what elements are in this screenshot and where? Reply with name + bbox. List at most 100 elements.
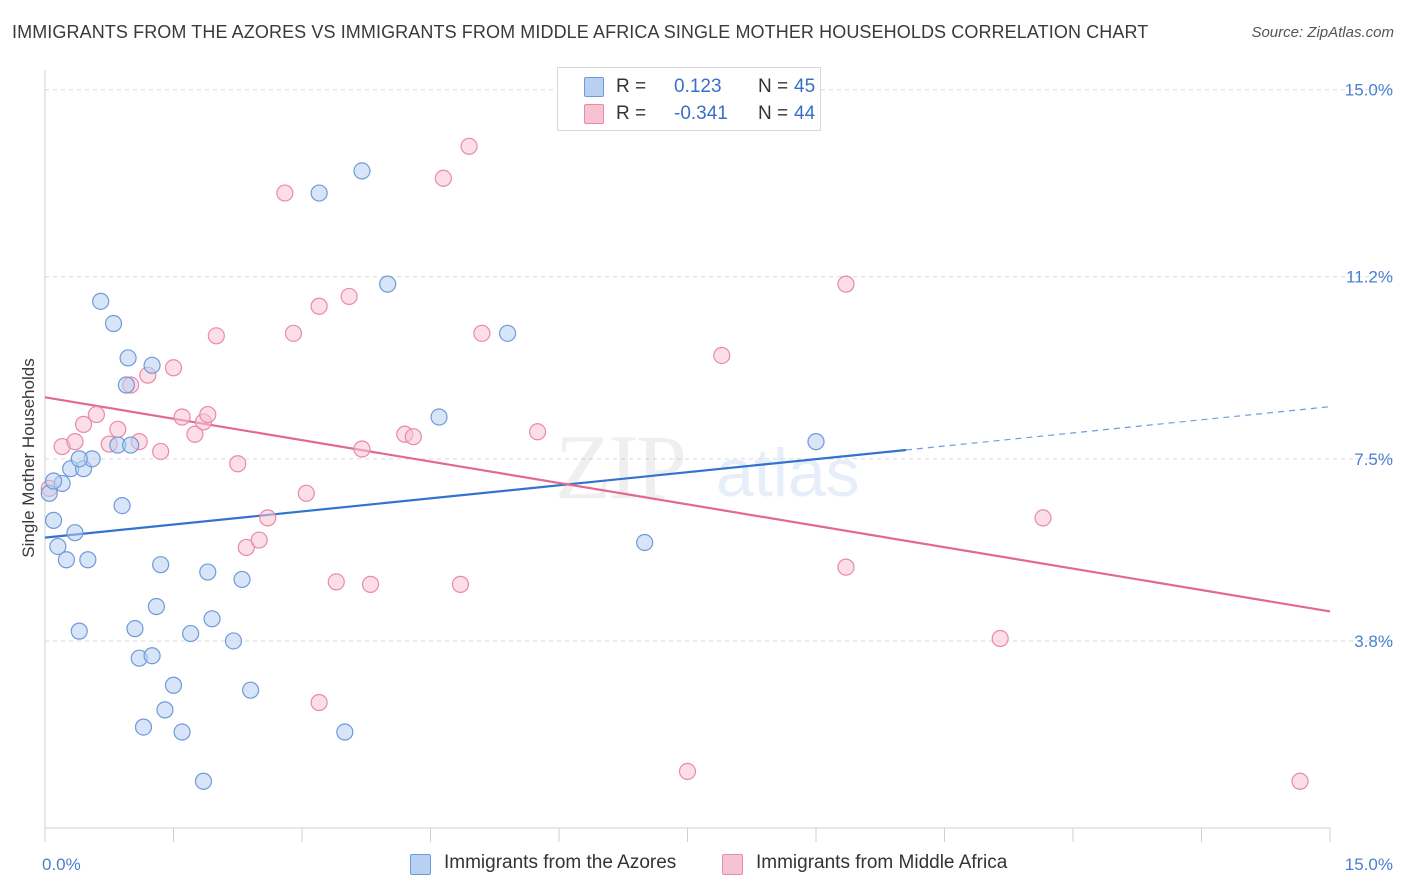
middle-africa-point (327, 573, 345, 591)
chart-source: Source: ZipAtlas.com (1251, 24, 1394, 41)
legend-swatch-blue (410, 854, 431, 875)
series-legend: Immigrants from the Azores Immigrants fr… (0, 852, 1406, 878)
middle-africa-trend-line (44, 396, 1331, 613)
y-tick-label: 3.8% (1354, 632, 1393, 651)
azores-point (44, 472, 63, 490)
middle-africa-point (340, 287, 358, 306)
r-label: R = (616, 103, 647, 124)
azores-point (117, 376, 135, 394)
r-value: -0.341 (674, 103, 728, 124)
middle-africa-point (528, 423, 547, 441)
middle-africa-point (259, 509, 277, 527)
azores-point (122, 436, 140, 454)
middle-africa-point (297, 484, 315, 502)
correlation-legend: R = 0.123 N = 45 R = -0.341 N = 44 (557, 67, 821, 131)
watermark: ZIP atlas (555, 416, 860, 518)
middle-africa-point (310, 297, 328, 315)
legend-swatch-blue (584, 77, 604, 97)
azores-point (66, 524, 84, 542)
azores-point (152, 556, 170, 574)
n-value: 44 (794, 103, 816, 124)
data-points (40, 137, 1309, 790)
azores-point (156, 701, 174, 719)
gridlines (45, 89, 1395, 642)
n-value: 45 (794, 76, 816, 97)
azores-trend-extension (905, 406, 1331, 451)
azores-point (173, 723, 191, 741)
azores-point (134, 718, 153, 736)
r-label: R = (616, 76, 647, 97)
azores-point (119, 349, 137, 367)
middle-africa-point (87, 405, 106, 424)
y-axis-label: Single Mother Households (19, 358, 38, 557)
r-value: 0.123 (674, 76, 722, 97)
n-label: N = (758, 103, 789, 124)
x-tick-label: 15.0% (1345, 855, 1393, 874)
azores-point (199, 563, 217, 581)
azores-point (194, 772, 213, 790)
middle-africa-point (678, 762, 697, 780)
middle-africa-point (186, 425, 204, 443)
middle-africa-point (451, 575, 470, 593)
watermark-zip: ZIP (555, 416, 684, 518)
legend-swatch-pink (584, 104, 604, 124)
azores-point (203, 610, 221, 628)
middle-africa-point (109, 420, 127, 438)
azores-point (379, 275, 397, 293)
n-label: N = (758, 76, 789, 97)
azores-point (49, 537, 67, 556)
azores-point (336, 723, 354, 741)
middle-africa-point (713, 346, 731, 365)
azores-point (430, 408, 448, 426)
azores-point (57, 551, 76, 569)
azores-point (79, 551, 97, 569)
legend-swatch-pink (722, 854, 743, 875)
middle-africa-point (460, 137, 478, 155)
middle-africa-point (284, 324, 303, 342)
middle-africa-point (1291, 772, 1309, 790)
y-tick-label: 15.0% (1345, 81, 1393, 100)
azores-point (499, 324, 517, 342)
azores-point (143, 647, 161, 665)
azores-point (164, 676, 183, 694)
azores-point (242, 681, 260, 699)
middle-africa-point (164, 359, 183, 377)
middle-africa-point (152, 442, 170, 461)
middle-africa-point (837, 558, 855, 576)
azores-point (113, 497, 131, 515)
azores-point (92, 292, 110, 310)
azores-point (126, 620, 144, 638)
y-tick-labels: 3.8% 7.5% 11.2% 15.0% (1345, 81, 1393, 651)
middle-africa-point (434, 169, 452, 187)
middle-africa-point (404, 428, 422, 446)
middle-africa-point (310, 693, 328, 712)
middle-africa-point (173, 408, 191, 426)
axes (44, 70, 1331, 842)
azores-point (310, 184, 328, 202)
middle-africa-point (276, 184, 294, 202)
legend-label: Immigrants from the Azores (444, 852, 677, 873)
chart-title: IMMIGRANTS FROM THE AZORES VS IMMIGRANTS… (12, 22, 1149, 42)
middle-africa-point (250, 531, 268, 549)
azores-point (143, 356, 161, 374)
middle-africa-point (1034, 509, 1052, 527)
y-tick-label: 11.2% (1346, 268, 1393, 287)
trend-lines (44, 396, 1331, 613)
azores-point (70, 622, 88, 640)
azores-point (224, 632, 243, 650)
azores-point (353, 162, 371, 180)
middle-africa-point (237, 538, 255, 557)
x-tick-labels: 0.0% 15.0% (42, 855, 1393, 874)
azores-point (147, 597, 165, 616)
azores-point (44, 511, 63, 529)
y-tick-label: 7.5% (1354, 450, 1393, 469)
middle-africa-point (353, 440, 371, 458)
azores-point (182, 624, 200, 643)
legend-label: Immigrants from Middle Africa (756, 852, 1008, 873)
azores-point (636, 533, 654, 552)
watermark-atlas: atlas (716, 435, 860, 511)
middle-africa-point (74, 415, 93, 433)
azores-point (70, 450, 88, 468)
middle-africa-point (361, 575, 380, 593)
